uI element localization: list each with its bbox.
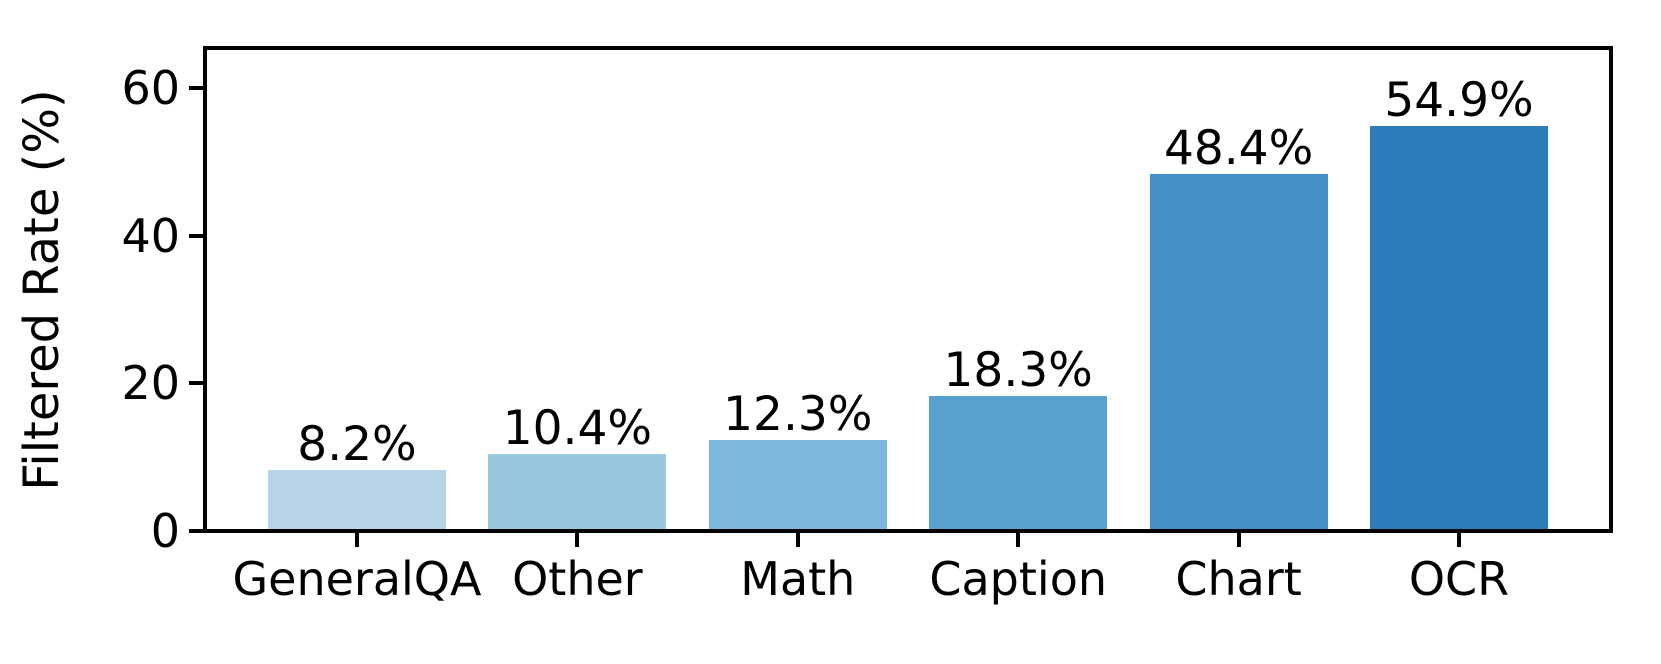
bar-caption xyxy=(929,395,1108,531)
x-tick-label-caption: Caption xyxy=(929,552,1107,606)
x-tick-mark xyxy=(355,533,359,547)
x-tick-mark xyxy=(1016,533,1021,547)
x-tick-label-ocr: OCR xyxy=(1408,552,1510,606)
bar-ocr xyxy=(1370,125,1548,531)
x-tick-mark xyxy=(575,533,580,547)
y-tick-label: 20 xyxy=(121,356,180,411)
x-tick-mark xyxy=(1236,533,1241,547)
x-tick-mark xyxy=(795,533,800,547)
x-tick-label-other: Other xyxy=(512,552,643,606)
y-tick-mark xyxy=(189,381,203,386)
x-tick-label-math: Math xyxy=(740,552,856,606)
value-label-caption: 18.3% xyxy=(943,342,1093,398)
bar-generalqa xyxy=(268,470,446,531)
value-label-chart: 48.4% xyxy=(1163,120,1314,176)
y-tick-label: 60 xyxy=(121,60,180,115)
x-tick-label-chart: Chart xyxy=(1175,552,1302,606)
bar-math xyxy=(708,440,887,531)
x-tick-label-generalqa: GeneralQA xyxy=(232,552,482,606)
value-label-math: 12.3% xyxy=(723,387,873,443)
value-label-generalqa: 8.2% xyxy=(297,417,417,473)
value-label-other: 10.4% xyxy=(502,401,653,457)
x-tick-mark xyxy=(1457,533,1461,547)
y-tick-label: 40 xyxy=(121,208,180,263)
bar-other xyxy=(488,454,667,531)
y-tick-mark xyxy=(189,233,203,238)
y-tick-mark xyxy=(189,529,203,533)
value-label-ocr: 54.9% xyxy=(1384,72,1534,128)
y-tick-mark xyxy=(189,85,203,90)
y-tick-label: 0 xyxy=(150,504,180,558)
bar-chart xyxy=(1149,173,1328,531)
